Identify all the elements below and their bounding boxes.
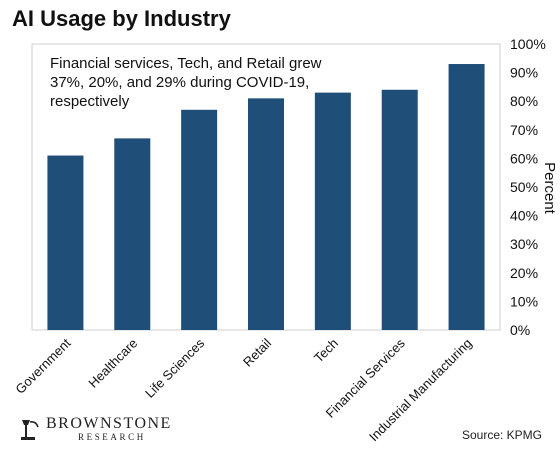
logo-wordmark: BROWNSTONE xyxy=(46,415,172,432)
y-tick-label: 0% xyxy=(510,322,530,338)
y-tick-label: 90% xyxy=(510,65,538,81)
y-axis-label: Percent xyxy=(541,162,558,215)
brownstone-logo: BROWNSTONE RESEARCH xyxy=(18,416,172,443)
logo-subtitle: RESEARCH xyxy=(78,432,146,442)
x-tick-label: Healthcare xyxy=(85,336,140,391)
chart-annotation: Financial services, Tech, and Retail gre… xyxy=(50,54,340,111)
x-tick-label: Tech xyxy=(311,336,341,366)
y-tick-label: 60% xyxy=(510,150,538,166)
y-tick-label: 70% xyxy=(510,122,538,138)
bar xyxy=(381,89,418,330)
y-tick-label: 100% xyxy=(510,36,546,52)
annotation-line: Financial services, Tech, and Retail gre… xyxy=(50,55,322,72)
x-tick-label: Retail xyxy=(240,335,274,369)
bar xyxy=(248,98,284,330)
bar xyxy=(314,92,351,331)
y-tick-label: 40% xyxy=(510,208,538,224)
lamp-icon xyxy=(21,419,39,440)
x-tick-label: Life Sciences xyxy=(142,335,208,401)
chart-title: AI Usage by Industry xyxy=(12,6,231,31)
y-tick-label: 30% xyxy=(510,236,538,252)
y-tick-label: 20% xyxy=(510,265,538,281)
bar xyxy=(114,138,151,330)
y-tick-label: 10% xyxy=(510,293,538,309)
annotation-line: 37%, 20%, and 29% during COVID-19, xyxy=(50,74,310,91)
x-tick-label: Government xyxy=(12,335,73,396)
y-tick-label: 50% xyxy=(510,179,538,195)
annotation-line: respectively xyxy=(50,93,130,110)
bar xyxy=(448,64,485,331)
bar xyxy=(47,155,84,330)
source-note: Source: KPMG xyxy=(461,428,542,442)
y-tick-label: 80% xyxy=(510,93,538,109)
bar xyxy=(181,109,218,330)
